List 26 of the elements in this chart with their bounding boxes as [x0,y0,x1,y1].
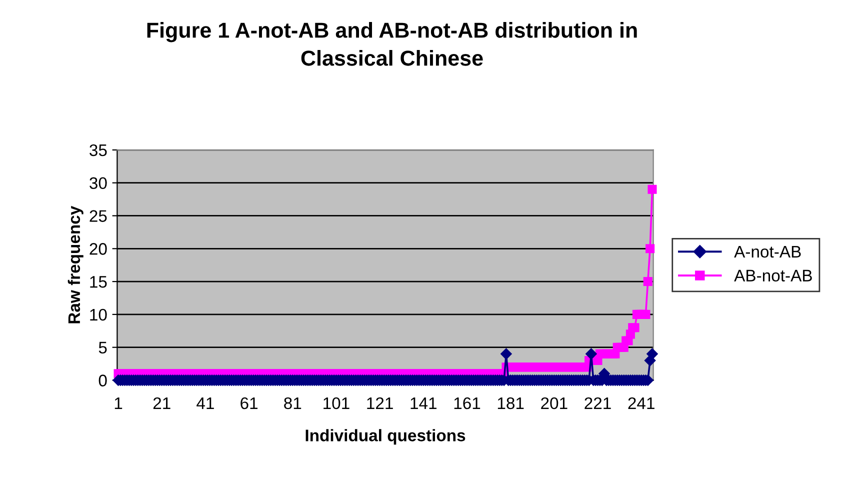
x-tick-label: 241 [628,397,654,409]
y-tick-label: 0 [98,374,107,386]
chart-title: Figure 1 A-not-AB and AB-not-AB distribution in Classical Chinese [147,22,637,66]
y-tick-label: 30 [90,177,107,190]
x-tick-label: 81 [284,397,302,410]
y-axis-title: Raw frequency [68,206,84,324]
x-tick-label: 101 [324,397,350,410]
y-tick-label: 10 [90,308,107,321]
legend-label: A-not-AB [734,246,801,258]
x-axis-title: Individual questions [306,429,466,445]
x-tick-label: 201 [541,397,568,410]
x-tick-label: 41 [196,398,214,409]
x-tick-label: 141 [410,398,436,409]
x-tick-label: 181 [498,397,524,410]
x-tick-label: 121 [367,397,393,409]
x-tick-label: 21 [153,397,170,409]
x-tick-label: 1 [114,398,122,409]
y-tick-label: 20 [90,243,107,255]
x-tick-label: 221 [584,397,611,409]
y-tick-label: 15 [90,276,107,288]
legend-label: AB-not-AB [734,270,812,282]
y-tick-label: 35 [90,144,107,156]
y-tick-label: 25 [90,210,107,222]
x-tick-label: 61 [240,397,258,410]
y-tick-label: 5 [98,342,107,354]
x-tick-label: 161 [454,397,480,410]
